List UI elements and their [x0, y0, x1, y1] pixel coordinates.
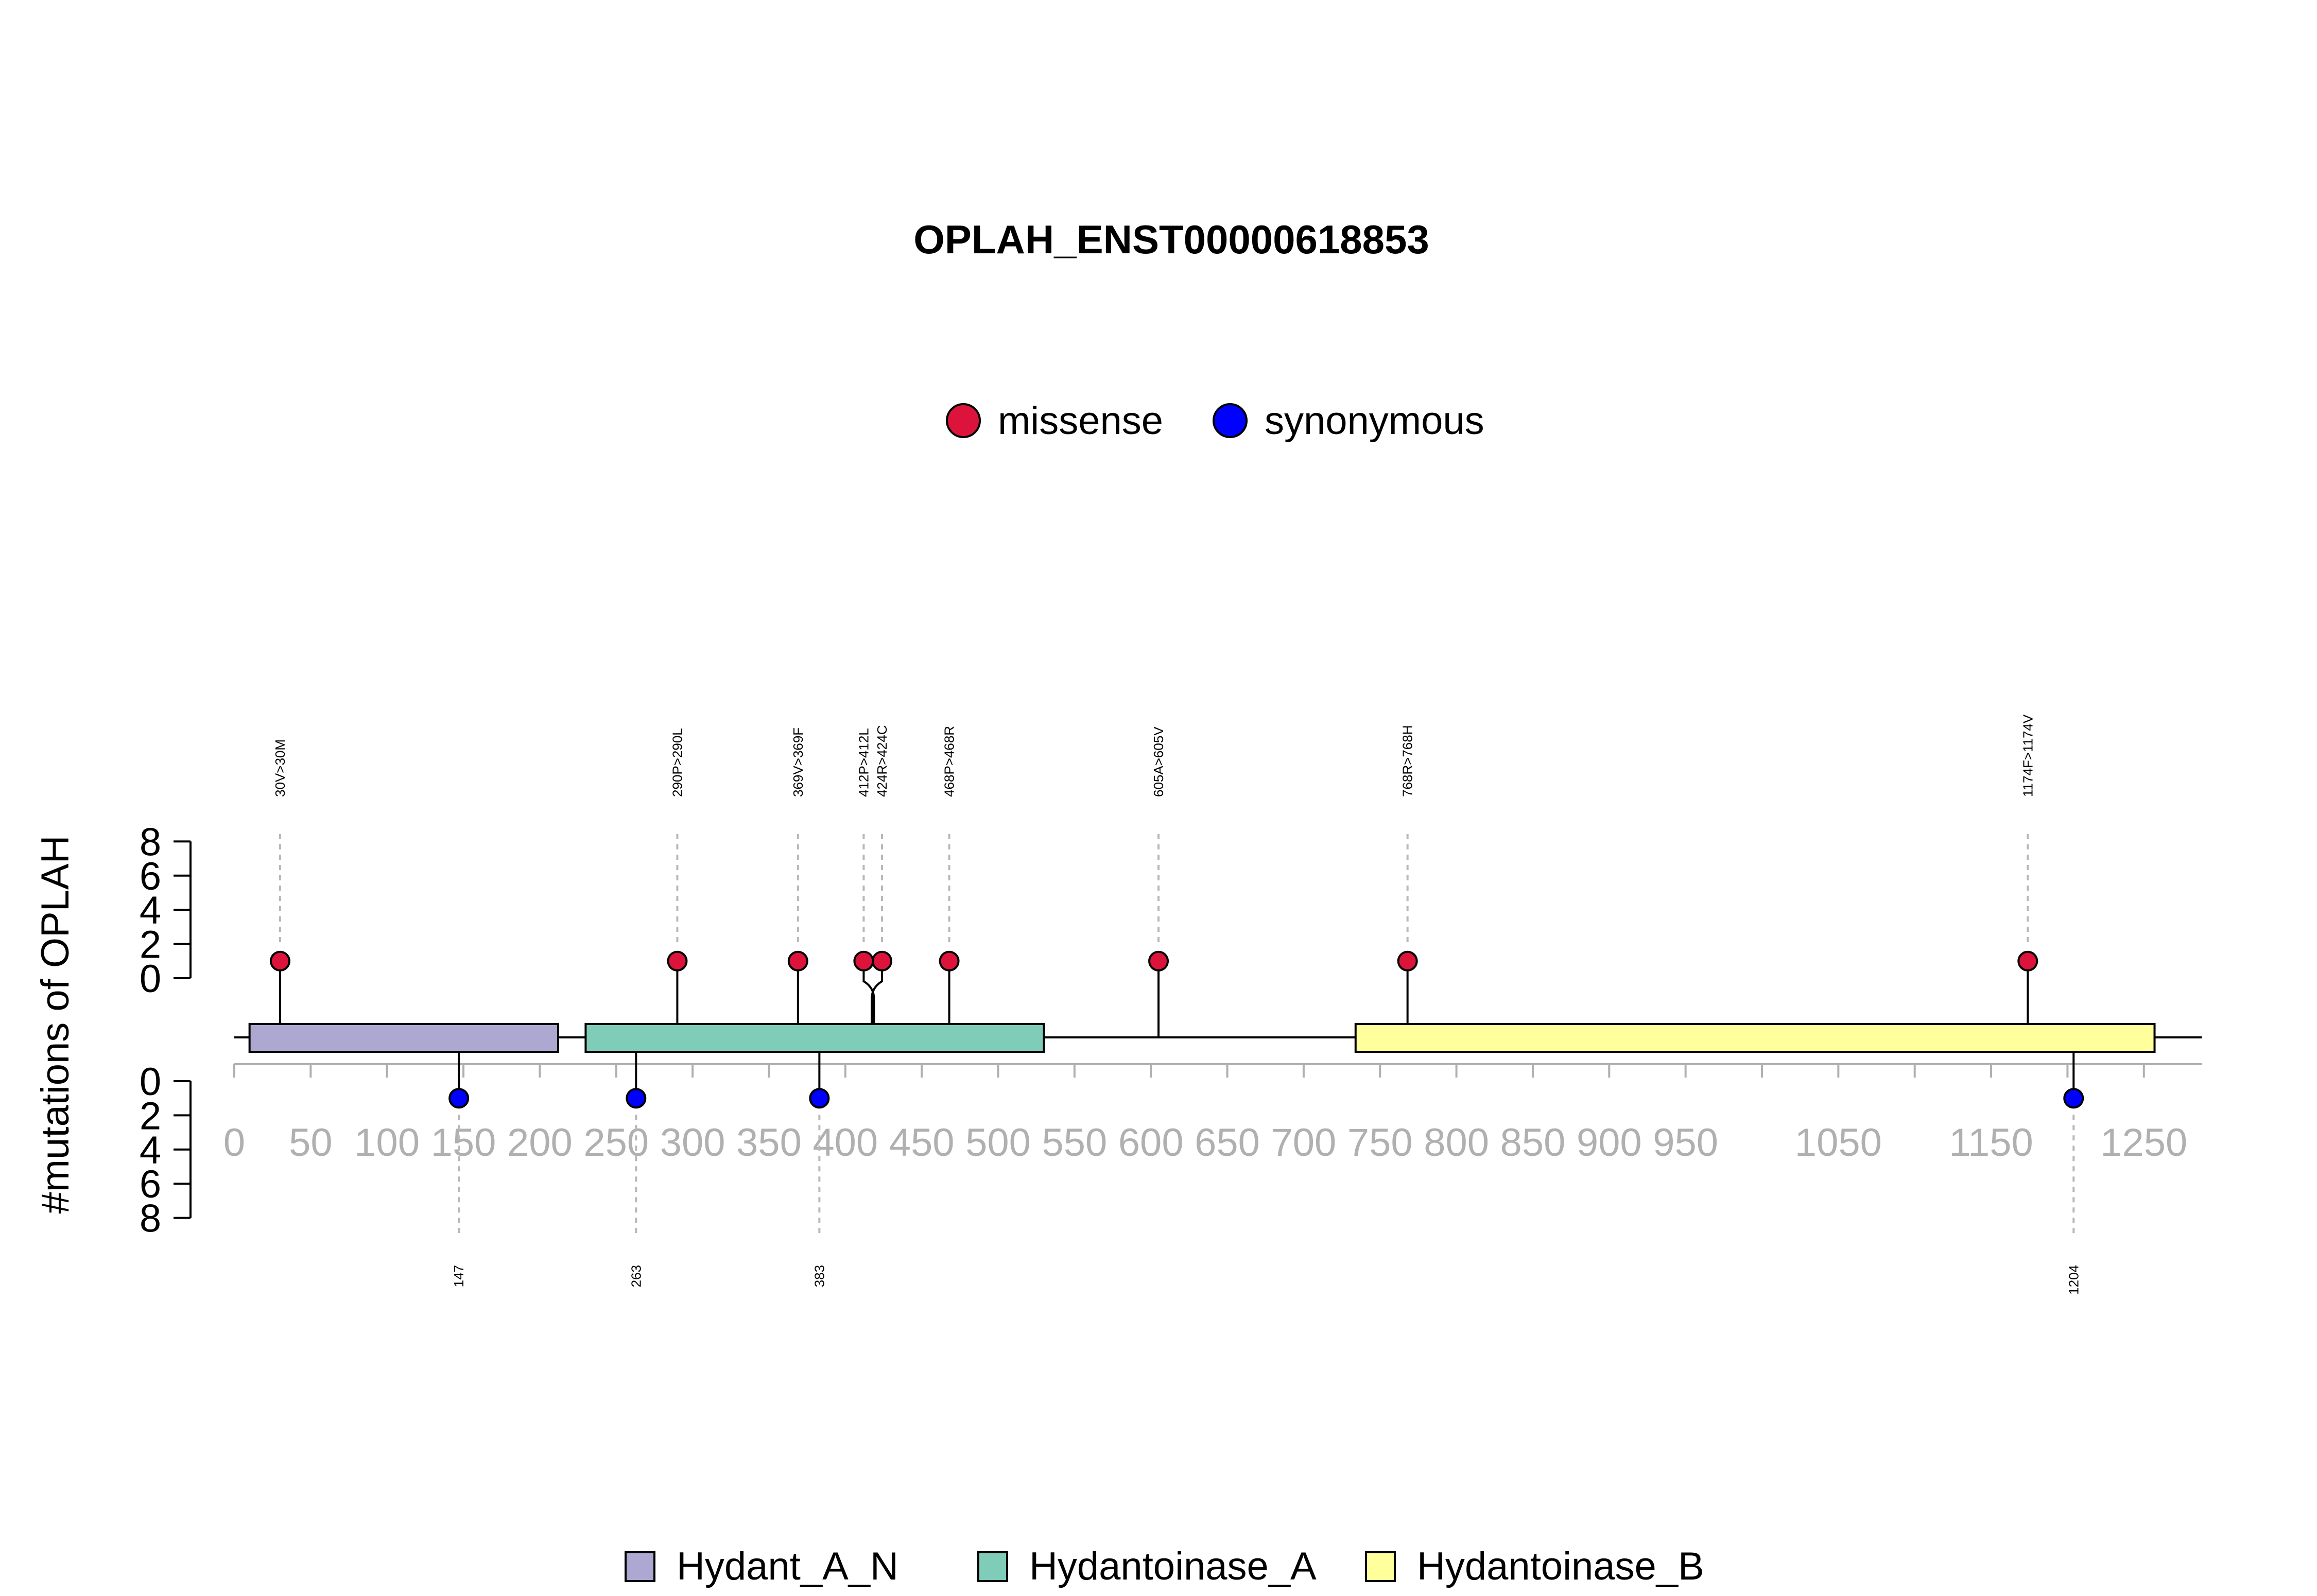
domain-Hydantoinase_A [584, 1023, 1045, 1053]
mutation-label: 605A>605V [1151, 726, 1166, 797]
domain-legend: Hydant_A_N Hydantoinase_A Hydantoinase_B [625, 1545, 1704, 1588]
x-tick-label: 550 [1042, 1121, 1107, 1165]
x-tick-label: 950 [1653, 1121, 1718, 1165]
mutation-stem [871, 961, 884, 1037]
y-tick-label-lower: 2 [140, 1094, 161, 1138]
x-tick-label: 200 [507, 1121, 573, 1165]
mutation-point-missense [872, 950, 893, 972]
x-tick-label: 450 [889, 1121, 955, 1165]
mutation-label: 468P>468R [942, 726, 957, 797]
mutation-label: 147 [451, 1265, 466, 1287]
x-tick-label: 0 [223, 1121, 245, 1165]
mutation-point-missense [1397, 950, 1418, 972]
mutation-point-missense [270, 950, 291, 972]
mutation-point-missense [853, 950, 874, 972]
x-tick-label: 500 [965, 1121, 1031, 1165]
x-tick-label: 50 [289, 1121, 333, 1165]
mutation-points [270, 950, 2084, 1109]
x-tick-label: 850 [1500, 1121, 1566, 1165]
x-tick-label: 800 [1424, 1121, 1489, 1165]
mutation-point-synonymous [626, 1088, 647, 1109]
mutation-labels: 30V>30M 290P>290L 369V>369F 412P>412L 424R>4… [272, 714, 2081, 1295]
mutation-stem [862, 961, 875, 1037]
x-tick-label: 300 [660, 1121, 725, 1165]
mutation-label: 263 [628, 1265, 644, 1287]
mutation-type-legend: missense synonymous [946, 399, 1484, 443]
x-tick-label: 250 [583, 1121, 649, 1165]
mutation-label: 1174F>1174V [2020, 714, 2035, 797]
x-tick-label: 1150 [1949, 1121, 2033, 1165]
legend-label-synonymous: synonymous [1265, 399, 1484, 443]
domain-legend-swatch [625, 1551, 655, 1582]
protein-domains [248, 1023, 2156, 1053]
y-tick-label-upper: 6 [140, 855, 161, 898]
mutation-label: 1204 [2066, 1265, 2081, 1295]
x-tick-label: 400 [812, 1121, 878, 1165]
mutation-label: 412P>412L [856, 728, 871, 797]
x-tick-label: 1050 [1795, 1121, 1882, 1165]
y-tick-label-upper: 2 [140, 923, 161, 967]
mutation-point-synonymous [809, 1088, 830, 1109]
mutation-label: 369V>369F [790, 727, 806, 797]
y-tick-label-lower: 4 [140, 1129, 161, 1172]
legend-marker-missense [946, 403, 981, 438]
domain-Hydant_A_N [248, 1023, 560, 1053]
domain-legend-swatch [1365, 1551, 1396, 1582]
x-tick-label: 1250 [2100, 1121, 2187, 1165]
mutation-label: 290P>290L [669, 728, 685, 797]
mutation-point-synonymous [448, 1088, 470, 1109]
x-tick-label: 700 [1271, 1121, 1336, 1165]
x-tick-label: 150 [431, 1121, 496, 1165]
legend-label-missense: missense [998, 399, 1163, 443]
y-axis-label: #mutations of OPLAH [33, 835, 77, 1213]
mutation-point-missense [1148, 950, 1169, 972]
domain-Hydantoinase_B [1354, 1023, 2156, 1053]
x-tick-label: 750 [1347, 1121, 1413, 1165]
domain-legend-label: Hydant_A_N [677, 1545, 898, 1588]
y-tick-label-upper: 8 [140, 820, 161, 864]
mutation-label: 768R>768H [1400, 725, 1415, 797]
mutation-point-missense [2017, 950, 2038, 972]
mutation-point-synonymous [2063, 1088, 2084, 1109]
mutation-point-missense [939, 950, 960, 972]
mutation-point-missense [667, 950, 688, 972]
mutation-point-missense [787, 950, 808, 972]
x-tick-label: 600 [1118, 1121, 1184, 1165]
y-tick-label-upper: 0 [140, 957, 161, 1001]
y-tick-label-lower: 8 [140, 1197, 161, 1241]
legend-marker-synonymous [1213, 403, 1248, 438]
x-tick-label: 900 [1577, 1121, 1642, 1165]
mutation-label: 30V>30M [272, 739, 288, 797]
chart-title: OPLAH_ENST00000618853 [913, 217, 1429, 262]
x-tick-label: 350 [736, 1121, 802, 1165]
domain-legend-label: Hydantoinase_A [1029, 1545, 1317, 1588]
x-tick-label: 650 [1195, 1121, 1260, 1165]
mutation-label: 424R>424C [874, 725, 890, 797]
y-tick-label-lower: 6 [140, 1163, 161, 1206]
x-tick-label: 100 [354, 1121, 420, 1165]
y-tick-label-lower: 0 [140, 1060, 161, 1104]
domain-legend-label: Hydantoinase_B [1417, 1545, 1704, 1588]
mutation-label: 383 [811, 1265, 827, 1287]
y-tick-label-upper: 4 [140, 889, 161, 932]
domain-legend-swatch [977, 1551, 1008, 1582]
